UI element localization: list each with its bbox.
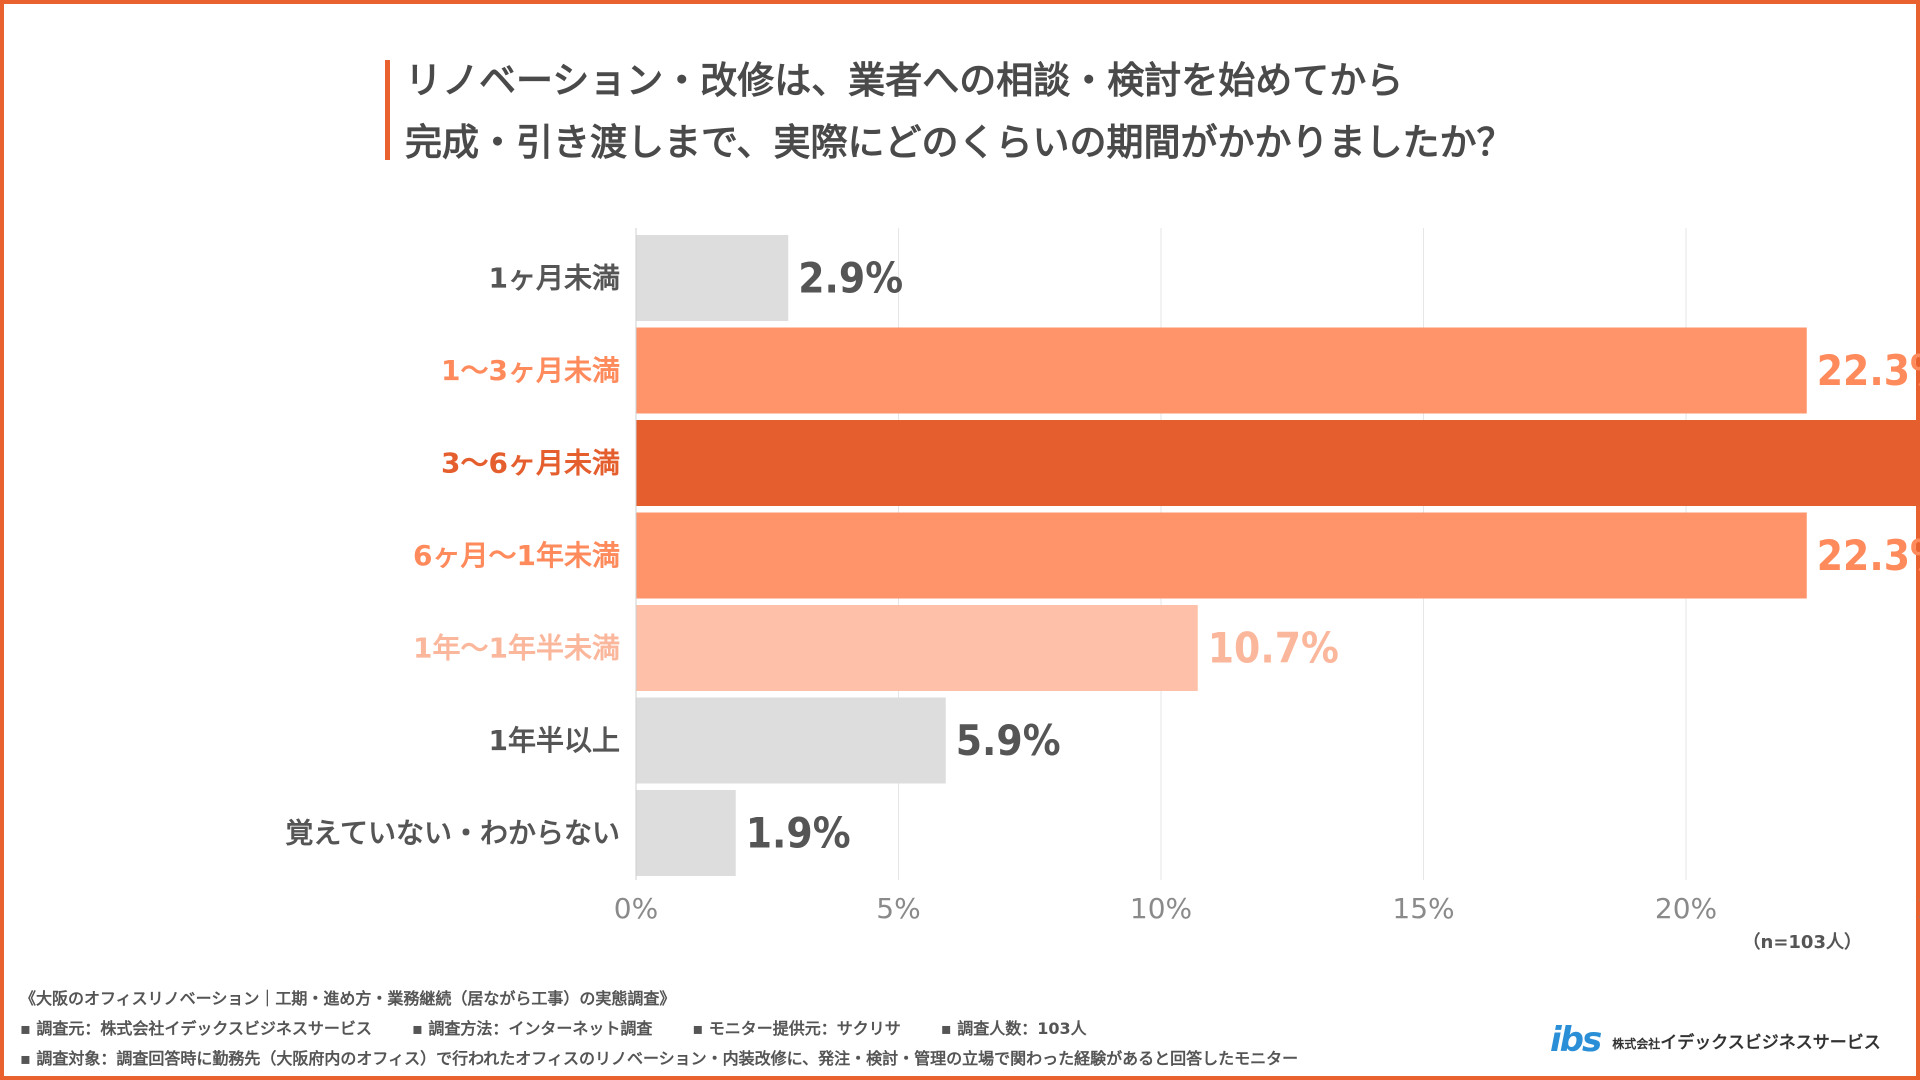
category-label-2: 3〜6ヶ月未満 (441, 447, 620, 480)
category-label-0: 1ヶ月未満 (489, 262, 620, 295)
survey-name: 《大阪のオフィスリノベーション｜工期・進め方・業務継続（居ながら工事）の実態調査… (20, 989, 676, 1008)
x-tick-label-0: 0% (614, 892, 658, 925)
survey-target: ▪ 調査対象：調査回答時に勤務先（大阪府内のオフィス）で行われたオフィスのリノベ… (20, 1049, 1299, 1068)
category-label-3: 6ヶ月〜1年未満 (413, 539, 620, 572)
survey-source: ▪ 調査元：株式会社イデックスビジネスサービス (20, 1019, 372, 1038)
survey-method: ▪ 調査方法：インターネット調査 (411, 1019, 653, 1038)
company-name-prefix: 株式会社 (1612, 1036, 1661, 1051)
category-label-1: 1〜3ヶ月未満 (441, 354, 620, 387)
x-tick-label-2: 10% (1130, 892, 1192, 925)
bar-0 (636, 235, 789, 321)
survey-count: ▪ 調査人数：103人 (940, 1019, 1087, 1038)
bar-6 (636, 790, 736, 876)
value-label-0: 2.9% (798, 254, 903, 303)
category-label-4: 1年〜1年半未満 (413, 632, 620, 665)
x-tick-label-3: 15% (1392, 892, 1454, 925)
chart-title-line-1: リノベーション・改修は、業者への相談・検討を始めてから (405, 59, 1404, 102)
bar-2 (636, 420, 1920, 506)
x-tick-label-4: 20% (1655, 892, 1717, 925)
value-label-6: 1.9% (746, 809, 851, 858)
company-name: 株式会社イデックスビジネスサービス (1612, 1028, 1881, 1053)
company-logo: ibs 株式会社イデックスビジネスサービス (1550, 1020, 1881, 1060)
value-label-1: 22.3% (1817, 346, 1920, 395)
chart-title: リノベーション・改修は、業者への相談・検討を始めてから 完成・引き渡しまで、実際… (405, 50, 1855, 174)
x-tick-label-5: 25% (1917, 892, 1920, 925)
category-label-6: 覚えていない・わからない (285, 817, 620, 850)
x-tick-label-1: 5% (876, 892, 920, 925)
survey-monitor: ▪ モニター提供元：サクリサ (692, 1019, 901, 1038)
company-name-main: イデックスビジネスサービス (1660, 1032, 1881, 1053)
bar-3 (636, 512, 1807, 599)
sample-size-note: （n=103人） (1742, 932, 1862, 953)
value-label-4: 10.7% (1208, 624, 1339, 673)
value-label-3: 22.3% (1817, 531, 1920, 580)
bar-4 (636, 605, 1198, 691)
ibs-logo-icon: ibs (1550, 1020, 1602, 1060)
title-accent-bar (385, 60, 390, 160)
bar-5 (636, 697, 946, 784)
value-label-5: 5.9% (956, 716, 1061, 765)
survey-footer: 《大阪のオフィスリノベーション｜工期・進め方・業務継続（居ながら工事）の実態調査… (20, 984, 1540, 1074)
bar-1 (636, 327, 1807, 414)
chart-title-line-2: 完成・引き渡しまで、実際にどのくらいの期間がかかりましたか？ (405, 121, 1514, 164)
category-label-5: 1年半以上 (489, 724, 620, 757)
survey-meta-row: ▪ 調査元：株式会社イデックスビジネスサービス ▪ 調査方法：インターネット調査 ▪… (20, 1014, 1540, 1044)
